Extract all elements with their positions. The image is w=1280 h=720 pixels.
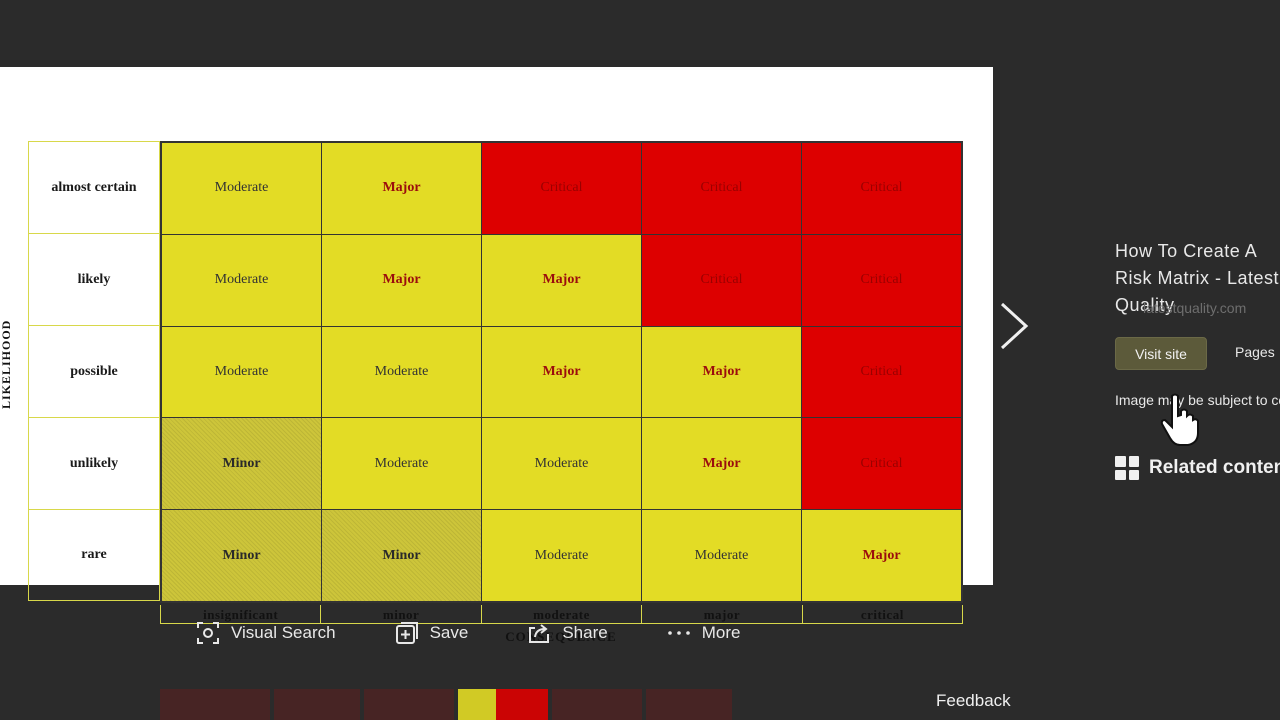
thumbnail-selected[interactable]	[458, 689, 548, 720]
pages-link[interactable]: Pages	[1235, 344, 1275, 360]
related-content-header[interactable]: Related content	[1115, 456, 1280, 480]
risk-cell-critical: Critical	[642, 143, 801, 234]
risk-cell-major: Major	[802, 510, 961, 601]
risk-cell-critical: Critical	[802, 418, 961, 510]
risk-cell-major: Major	[642, 326, 801, 418]
thumbnail[interactable]	[160, 689, 270, 720]
risk-cell-moderate: Moderate	[322, 418, 481, 510]
risk-cell-moderate: Moderate	[482, 510, 641, 601]
related-content-title: Related content	[1149, 457, 1280, 478]
thumbnail[interactable]	[274, 689, 360, 720]
row-label: rare	[28, 509, 160, 601]
row-label: almost certain	[28, 141, 160, 233]
risk-cell-critical: Critical	[802, 143, 961, 234]
risk-cell-major: Major	[482, 326, 641, 418]
risk-cell-major: Major	[322, 234, 481, 326]
share-button[interactable]: Share	[526, 620, 608, 646]
y-axis-label: LIKELIHOOD	[0, 319, 13, 409]
thumbnail-strip	[160, 689, 732, 720]
copyright-note: Image may be subject to copyright.	[1115, 392, 1280, 408]
risk-cell-major: Major	[482, 234, 641, 326]
column-label: moderate	[480, 605, 642, 624]
share-icon	[529, 624, 550, 643]
hand-cursor-icon	[1160, 393, 1199, 446]
save-button[interactable]: Save	[394, 620, 469, 646]
risk-cell-major: Major	[322, 143, 481, 234]
risk-matrix-grid: Moderate Major Critical Critical Critical Mod…	[160, 141, 963, 603]
more-icon	[667, 631, 690, 635]
column-label: insignificant	[160, 605, 321, 624]
more-button[interactable]: More	[666, 620, 741, 646]
risk-cell-moderate: Moderate	[162, 326, 321, 418]
result-title[interactable]: How To Create A Risk Matrix - Latest Qua…	[1115, 241, 1280, 315]
risk-cell-moderate: Moderate	[322, 326, 481, 418]
row-labels: almost certain likely possible unlikely …	[28, 141, 160, 601]
image-panel[interactable]: LIKELIHOOD almost certain likely possibl…	[0, 67, 993, 644]
risk-cell-critical: Critical	[482, 143, 641, 234]
risk-cell-critical: Critical	[802, 234, 961, 326]
risk-cell-moderate: Moderate	[642, 510, 801, 601]
risk-cell-major: Major	[642, 418, 801, 510]
visit-site-button[interactable]: Visit site	[1115, 337, 1207, 370]
thumbnail[interactable]	[364, 689, 454, 720]
visual-search-icon	[197, 622, 219, 644]
more-label: More	[701, 623, 741, 642]
x-axis-label: CONSEQUENCE	[505, 629, 617, 644]
risk-cell-minor: Minor	[162, 418, 321, 510]
share-label: Share	[562, 623, 608, 642]
risk-cell-moderate: Moderate	[162, 143, 321, 234]
chevron-right-icon[interactable]	[996, 300, 1032, 352]
visual-search-label: Visual Search	[231, 623, 336, 642]
risk-cell-moderate: Moderate	[162, 234, 321, 326]
risk-cell-minor: Minor	[322, 510, 481, 601]
action-bar: Visual Search Save Share More	[195, 618, 798, 648]
row-label: possible	[28, 325, 160, 417]
row-label: unlikely	[28, 417, 160, 509]
risk-cell-critical: Critical	[642, 234, 801, 326]
save-label: Save	[429, 623, 469, 642]
thumbnail[interactable]	[646, 689, 732, 720]
thumbnail[interactable]	[552, 689, 642, 720]
row-label: likely	[28, 233, 160, 325]
column-labels: insignificant minor moderate major criti…	[160, 605, 964, 624]
feedback-link[interactable]: Feedback	[936, 691, 1011, 710]
column-label: critical	[801, 605, 964, 624]
risk-cell-moderate: Moderate	[482, 418, 641, 510]
risk-cell-minor: Minor	[162, 510, 321, 601]
source-domain[interactable]: latestquality.com	[1143, 300, 1247, 316]
save-icon	[395, 622, 418, 644]
column-label: major	[641, 605, 802, 624]
grid-icon	[1115, 456, 1139, 480]
risk-cell-critical: Critical	[802, 326, 961, 418]
visual-search-button[interactable]: Visual Search	[195, 620, 336, 646]
